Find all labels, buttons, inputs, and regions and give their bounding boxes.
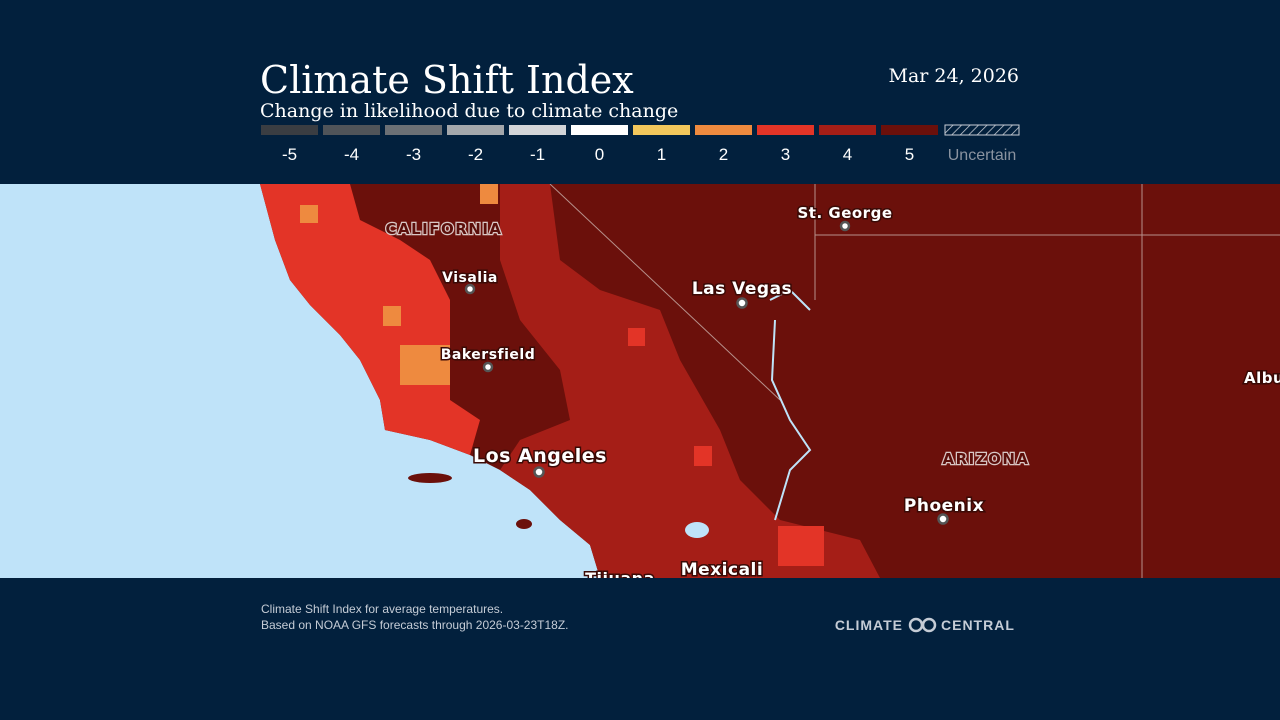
legend-swatch xyxy=(633,125,690,135)
legend-label: -2 xyxy=(468,145,483,164)
legend-swatch xyxy=(571,125,628,135)
region-3 xyxy=(778,526,824,566)
river xyxy=(769,288,812,521)
legend-label: 5 xyxy=(905,145,914,164)
map: CALIFORNIA ARIZONA Visalia Bakersfield L… xyxy=(0,184,1280,588)
map-label-city: Los Angeles xyxy=(473,445,607,467)
city-dot xyxy=(464,283,476,295)
legend-swatch xyxy=(695,125,752,135)
region-3 xyxy=(260,184,480,455)
legend-swatch xyxy=(385,125,442,135)
city-dot xyxy=(533,466,545,478)
legend-swatch xyxy=(447,125,504,135)
city-dot xyxy=(482,361,494,373)
island xyxy=(408,473,452,483)
legend-label: 0 xyxy=(595,145,604,164)
city-dot xyxy=(839,220,851,232)
legend-label: 3 xyxy=(781,145,790,164)
legend-label-uncertain: Uncertain xyxy=(948,147,1016,164)
map-label-city: Albu xyxy=(1244,369,1280,387)
map-label-state: CALIFORNIA xyxy=(385,220,502,238)
map-label-city: Las Vegas xyxy=(692,279,792,299)
footer-note: Based on NOAA GFS forecasts through 2026… xyxy=(261,618,569,632)
legend-swatch xyxy=(881,125,938,135)
map-label-city: Bakersfield xyxy=(441,347,536,363)
brand: CLIMATE xyxy=(835,617,903,633)
legend-label: -5 xyxy=(282,145,297,164)
city-dot xyxy=(937,513,949,525)
region-2 xyxy=(300,205,318,223)
legend-label: 1 xyxy=(657,145,666,164)
map-label-city: Phoenix xyxy=(904,496,984,516)
legend-swatch xyxy=(819,125,876,135)
map-label-city: Visalia xyxy=(442,270,498,286)
region-3 xyxy=(628,328,645,346)
border xyxy=(549,184,1280,578)
legend-label: -1 xyxy=(530,145,545,164)
brand: CENTRAL xyxy=(941,617,1015,633)
date: Mar 24, 2026 xyxy=(888,65,1019,87)
legend-label: -4 xyxy=(344,145,359,164)
subtitle: Change in likelihood due to climate chan… xyxy=(260,100,678,122)
region-2 xyxy=(383,306,401,326)
legend-label: -3 xyxy=(406,145,421,164)
legend-swatch xyxy=(323,125,380,135)
map-label-city: Mexicali xyxy=(681,560,763,580)
footer-note: Climate Shift Index for average temperat… xyxy=(261,602,503,616)
region-2 xyxy=(400,345,450,385)
legend-swatch xyxy=(509,125,566,135)
region-2 xyxy=(480,184,498,204)
map-label-state: ARIZONA xyxy=(942,450,1029,468)
legend-label: 4 xyxy=(843,145,852,164)
brand-logo xyxy=(921,617,937,633)
title: Climate Shift Index xyxy=(260,58,634,102)
legend-swatch-uncertain xyxy=(944,124,1020,136)
island xyxy=(516,519,532,529)
legend: Uncertain -5 -4 -3 -2 -1 0 1 2 3 4 5 xyxy=(261,124,1020,164)
map-label-city: St. George xyxy=(798,204,893,222)
region-4 xyxy=(500,184,880,578)
legend-swatch xyxy=(757,125,814,135)
lake xyxy=(685,522,709,538)
city-dot xyxy=(736,297,748,309)
legend-label: 2 xyxy=(719,145,728,164)
region-3 xyxy=(694,446,712,466)
legend-swatch xyxy=(261,125,318,135)
map-label-city: Tijuana xyxy=(585,569,655,588)
